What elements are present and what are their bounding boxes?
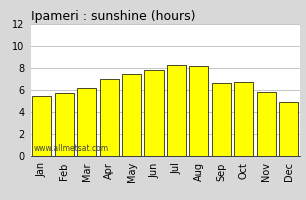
Bar: [234, 82, 253, 156]
Bar: [167, 65, 186, 156]
Bar: [32, 96, 51, 156]
Bar: [212, 83, 231, 156]
Bar: [55, 93, 74, 156]
Bar: [189, 66, 208, 156]
Bar: [279, 102, 298, 156]
Text: Ipameri : sunshine (hours): Ipameri : sunshine (hours): [31, 10, 195, 23]
Bar: [257, 92, 276, 156]
Bar: [122, 73, 141, 156]
Bar: [77, 88, 96, 156]
Bar: [144, 70, 163, 156]
Text: www.allmetsat.com: www.allmetsat.com: [33, 144, 108, 153]
Bar: [100, 79, 119, 156]
